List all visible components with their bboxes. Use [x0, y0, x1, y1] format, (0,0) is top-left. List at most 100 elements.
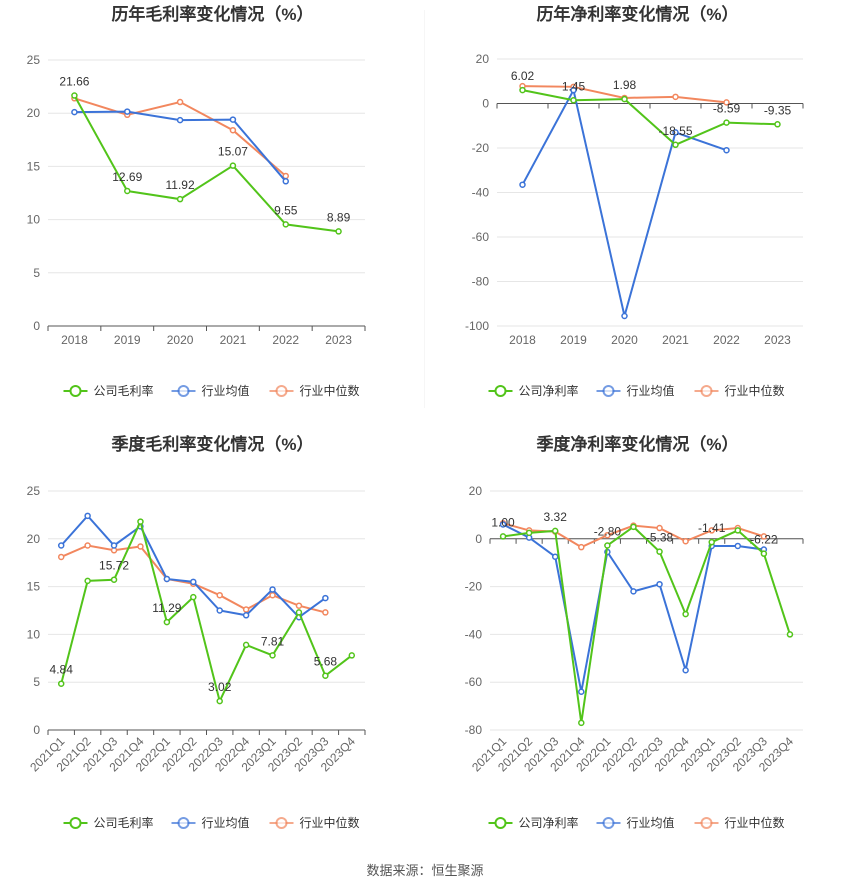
- data-point: [621, 312, 628, 320]
- x-tick-label: 2019: [560, 333, 587, 347]
- data-point: [682, 537, 689, 545]
- legend-label: 行业均值: [202, 815, 250, 830]
- data-point: [570, 86, 577, 94]
- legend-item-0[interactable]: 公司毛利率: [63, 383, 154, 398]
- data-point: [229, 126, 237, 134]
- data-label: 9.55: [274, 203, 298, 217]
- legend-marker: [69, 817, 82, 829]
- data-label: 1.45: [562, 79, 586, 93]
- data-point: [604, 542, 611, 549]
- data-point: [578, 688, 585, 696]
- data-point: [519, 181, 526, 188]
- legend-marker: [275, 385, 288, 397]
- y-tick-label: -60: [465, 675, 483, 689]
- legend-label: 公司毛利率: [94, 815, 154, 830]
- y-tick-label: 25: [27, 484, 41, 498]
- data-point: [110, 542, 118, 549]
- data-point: [176, 116, 184, 124]
- x-tick-label: 2021: [662, 333, 689, 347]
- series-line-1: [521, 87, 727, 317]
- data-point: [672, 93, 679, 101]
- x-tick-label: 2020: [167, 333, 194, 347]
- legend-item-2[interactable]: 行业中位数: [269, 383, 360, 398]
- y-tick-label: 0: [482, 97, 489, 111]
- legend-item-2[interactable]: 行业中位数: [694, 383, 785, 398]
- legend-item-1[interactable]: 行业均值: [171, 383, 250, 398]
- data-point: [216, 697, 223, 705]
- data-label: -8.59: [713, 102, 741, 116]
- data-point: [656, 548, 663, 555]
- legend-item-1[interactable]: 行业均值: [596, 815, 675, 830]
- data-point: [630, 588, 637, 595]
- legend-label: 行业中位数: [300, 815, 360, 830]
- data-point: [708, 527, 715, 534]
- data-point: [672, 141, 679, 149]
- chart-title: 历年净利率变化情况（%）: [536, 4, 738, 24]
- y-tick-label: 0: [475, 532, 482, 546]
- legend-label: 公司净利率: [519, 815, 579, 830]
- data-point: [322, 594, 329, 602]
- x-tick-label: 2022: [713, 333, 740, 347]
- data-point: [682, 610, 689, 618]
- legend-label: 行业中位数: [725, 383, 785, 398]
- data-point: [734, 542, 742, 550]
- x-tick-label: 2019: [114, 333, 141, 347]
- legend-item-2[interactable]: 行业中位数: [694, 815, 785, 830]
- data-point: [242, 606, 250, 613]
- data-label: -9.35: [764, 103, 792, 117]
- data-point: [84, 542, 91, 549]
- legend-label: 行业均值: [202, 383, 250, 398]
- y-tick-label: 5: [33, 675, 40, 689]
- data-point: [672, 129, 679, 136]
- y-tick-label: 0: [33, 723, 40, 737]
- data-point: [242, 641, 250, 649]
- data-point: [137, 518, 144, 525]
- legend-marker: [700, 385, 713, 397]
- chart-title: 季度净利率变化情况（%）: [536, 434, 738, 454]
- x-tick-label: 2022: [272, 333, 299, 347]
- series-line-0: [502, 525, 791, 723]
- y-tick-label: 20: [469, 484, 483, 498]
- data-point: [137, 543, 144, 550]
- data-point: [163, 618, 171, 626]
- data-point: [110, 576, 118, 583]
- y-tick-label: 20: [27, 532, 41, 546]
- x-tick-label: 2018: [61, 333, 88, 347]
- data-point: [656, 580, 663, 588]
- y-tick-label: 20: [476, 52, 490, 66]
- quarterly-gross-margin-chart: 季度毛利率变化情况（%）05101520252021Q12021Q22021Q3…: [27, 434, 366, 830]
- chart-title: 历年毛利率变化情况（%）: [111, 4, 313, 24]
- data-label: 3.02: [208, 680, 232, 694]
- data-point: [578, 543, 585, 551]
- legend-item-1[interactable]: 行业均值: [171, 815, 250, 830]
- data-point: [269, 591, 276, 599]
- data-point: [176, 98, 184, 106]
- data-point: [282, 178, 289, 185]
- data-point: [84, 512, 91, 520]
- data-point: [216, 607, 223, 614]
- y-tick-label: 20: [27, 106, 41, 120]
- data-point: [242, 612, 250, 619]
- x-tick-label: 2020: [611, 333, 638, 347]
- legend-item-2[interactable]: 行业中位数: [269, 815, 360, 830]
- data-label: 11.92: [166, 178, 195, 192]
- legend-item-0[interactable]: 公司净利率: [488, 383, 579, 398]
- data-point: [723, 99, 730, 106]
- data-point: [656, 524, 663, 532]
- data-point: [551, 553, 559, 560]
- data-label: 6.02: [511, 69, 535, 83]
- legend-label: 公司毛利率: [94, 383, 154, 398]
- y-tick-label: -80: [472, 275, 490, 289]
- legend-item-1[interactable]: 行业均值: [596, 383, 675, 398]
- data-point: [269, 652, 276, 659]
- data-point: [578, 719, 585, 727]
- data-point: [190, 578, 197, 586]
- legend-item-0[interactable]: 公司净利率: [488, 815, 579, 830]
- data-point: [71, 92, 78, 99]
- data-point: [57, 680, 65, 687]
- data-source: 数据来源：恒生聚源: [366, 863, 484, 878]
- legend-marker: [602, 385, 615, 397]
- x-tick-label: 2023: [764, 333, 791, 347]
- legend-item-0[interactable]: 公司毛利率: [63, 815, 154, 830]
- data-point: [295, 609, 303, 616]
